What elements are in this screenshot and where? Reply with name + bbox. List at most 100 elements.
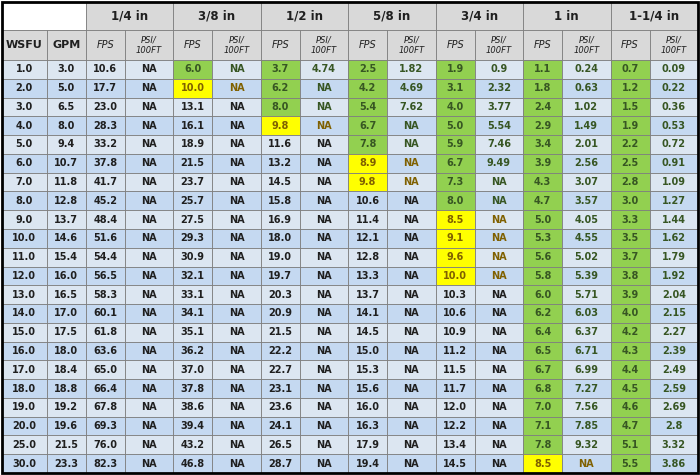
Bar: [300, 266, 348, 285]
Bar: [85, 266, 125, 285]
Bar: [2, 135, 47, 154]
Bar: [523, 361, 562, 379]
Text: 20.3: 20.3: [268, 290, 292, 300]
Text: 18.8: 18.8: [54, 383, 78, 393]
Bar: [47, 135, 85, 154]
Bar: [125, 172, 173, 191]
Text: 3.8: 3.8: [622, 271, 639, 281]
Bar: [47, 116, 85, 135]
Bar: [173, 266, 212, 285]
Text: 23.3: 23.3: [54, 459, 78, 469]
Bar: [212, 342, 260, 361]
Bar: [348, 323, 387, 342]
Bar: [610, 436, 650, 454]
Text: NA: NA: [316, 290, 332, 300]
Bar: [562, 172, 610, 191]
Text: 9.32: 9.32: [574, 440, 598, 450]
Text: 11.4: 11.4: [356, 215, 379, 225]
Bar: [435, 210, 475, 229]
Text: 9.49: 9.49: [487, 158, 511, 168]
Text: PSI/
100FT: PSI/ 100FT: [573, 35, 599, 55]
Text: 46.8: 46.8: [181, 459, 205, 469]
Bar: [387, 172, 435, 191]
Text: 14.5: 14.5: [268, 177, 292, 187]
Bar: [260, 172, 300, 191]
Bar: [260, 285, 300, 304]
Bar: [300, 191, 348, 210]
Bar: [125, 79, 173, 97]
Text: 0.72: 0.72: [662, 140, 686, 150]
Bar: [562, 172, 610, 191]
Text: NA: NA: [229, 459, 244, 469]
Text: NA: NA: [316, 327, 332, 337]
Bar: [475, 342, 523, 361]
Bar: [212, 436, 260, 454]
Bar: [2, 97, 47, 116]
Text: 2.15: 2.15: [662, 308, 686, 318]
Bar: [387, 135, 435, 154]
Text: 3.07: 3.07: [574, 177, 598, 187]
Bar: [173, 229, 212, 248]
Text: 7.62: 7.62: [400, 102, 424, 112]
Text: 12.0: 12.0: [13, 271, 36, 281]
Text: NA: NA: [141, 121, 157, 131]
Text: 13.7: 13.7: [356, 290, 379, 300]
Bar: [2, 248, 47, 266]
Bar: [562, 116, 610, 135]
Bar: [260, 30, 300, 60]
Bar: [562, 417, 610, 436]
Text: NA: NA: [141, 83, 157, 93]
Bar: [260, 361, 300, 379]
Text: NA: NA: [316, 346, 332, 356]
Bar: [562, 454, 610, 473]
Bar: [435, 135, 475, 154]
Text: 7.8: 7.8: [359, 140, 377, 150]
Text: NA: NA: [229, 177, 244, 187]
Bar: [85, 154, 125, 172]
Text: NA: NA: [229, 65, 244, 75]
Text: 9.0: 9.0: [15, 215, 33, 225]
Bar: [2, 436, 47, 454]
Text: NA: NA: [141, 402, 157, 412]
Text: 10.0: 10.0: [181, 83, 204, 93]
Bar: [300, 266, 348, 285]
Text: NA: NA: [491, 215, 507, 225]
Bar: [47, 323, 85, 342]
Bar: [475, 417, 523, 436]
Bar: [610, 172, 650, 191]
Bar: [212, 323, 260, 342]
Bar: [85, 60, 125, 79]
Text: 54.4: 54.4: [93, 252, 118, 262]
Bar: [173, 30, 212, 60]
Bar: [650, 116, 698, 135]
Text: 19.0: 19.0: [268, 252, 292, 262]
Bar: [85, 2, 173, 30]
Text: 12.1: 12.1: [356, 233, 379, 243]
Bar: [523, 154, 562, 172]
Text: 1 in: 1 in: [554, 10, 579, 22]
Bar: [2, 229, 47, 248]
Text: 7.1: 7.1: [534, 421, 551, 431]
Bar: [475, 323, 523, 342]
Text: 6.0: 6.0: [184, 65, 202, 75]
Bar: [85, 361, 125, 379]
Bar: [2, 323, 47, 342]
Text: NA: NA: [229, 365, 244, 375]
Bar: [387, 248, 435, 266]
Bar: [475, 97, 523, 116]
Bar: [2, 60, 47, 79]
Text: NA: NA: [491, 177, 507, 187]
Text: NA: NA: [229, 196, 244, 206]
Bar: [125, 191, 173, 210]
Bar: [47, 342, 85, 361]
Bar: [650, 454, 698, 473]
Bar: [650, 398, 698, 417]
Bar: [387, 436, 435, 454]
Bar: [212, 417, 260, 436]
Bar: [435, 417, 475, 436]
Bar: [523, 2, 610, 30]
Bar: [523, 342, 562, 361]
Text: NA: NA: [316, 459, 332, 469]
Text: 2.01: 2.01: [574, 140, 598, 150]
Bar: [348, 248, 387, 266]
